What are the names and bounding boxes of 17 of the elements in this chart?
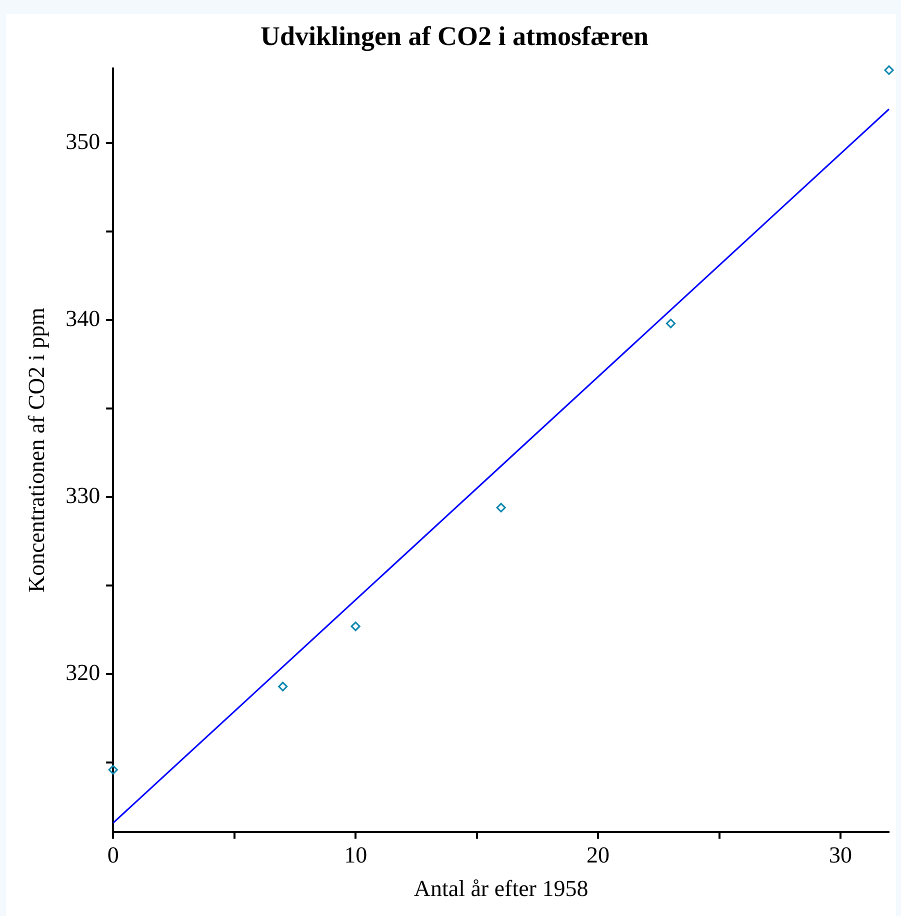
chart-title: Udviklingen af CO2 i atmosfæren xyxy=(260,21,649,52)
x-tick-label: 10 xyxy=(344,842,368,868)
point xyxy=(108,765,118,775)
x-tick-label: 30 xyxy=(829,842,852,868)
x-axis-title: Antal år efter 1958 xyxy=(414,876,588,902)
point xyxy=(496,502,506,512)
point xyxy=(278,682,288,692)
x-tick-label: 0 xyxy=(107,842,119,868)
y-axis-title: Koncentrationen af CO2 i ppm xyxy=(24,308,49,593)
point xyxy=(350,622,360,632)
point xyxy=(666,318,676,328)
y-tick-label: 330 xyxy=(66,483,100,508)
y-tick-label: 320 xyxy=(66,660,100,686)
y-tick-label: 350 xyxy=(66,128,100,154)
x-tick-label: 20 xyxy=(586,842,610,868)
y-tick-label: 340 xyxy=(66,306,100,331)
point xyxy=(884,65,894,75)
